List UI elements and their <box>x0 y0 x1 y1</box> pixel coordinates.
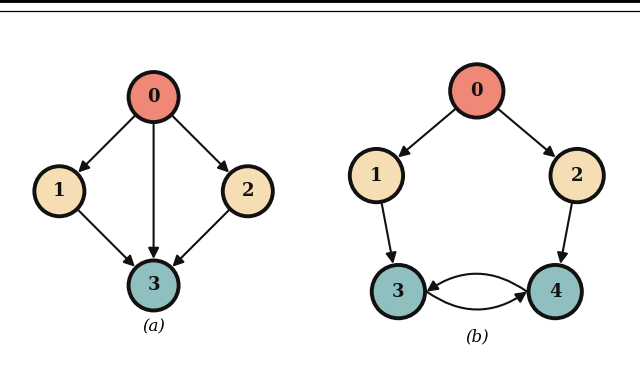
Ellipse shape <box>529 265 582 318</box>
Ellipse shape <box>372 265 425 318</box>
Text: 2: 2 <box>241 182 254 200</box>
Ellipse shape <box>450 64 504 117</box>
Text: 1: 1 <box>53 182 66 200</box>
Text: (b): (b) <box>465 328 488 345</box>
Text: 3: 3 <box>392 283 404 301</box>
Ellipse shape <box>129 260 179 310</box>
Text: 0: 0 <box>470 82 483 100</box>
Ellipse shape <box>350 149 403 202</box>
Text: 3: 3 <box>147 276 160 294</box>
Text: 0: 0 <box>147 88 160 106</box>
Text: (a): (a) <box>142 318 165 336</box>
Ellipse shape <box>35 166 84 216</box>
Ellipse shape <box>550 149 604 202</box>
Ellipse shape <box>223 166 273 216</box>
Text: 4: 4 <box>549 283 561 301</box>
Text: 1: 1 <box>370 166 383 184</box>
Ellipse shape <box>129 72 179 122</box>
Text: 2: 2 <box>571 166 584 184</box>
